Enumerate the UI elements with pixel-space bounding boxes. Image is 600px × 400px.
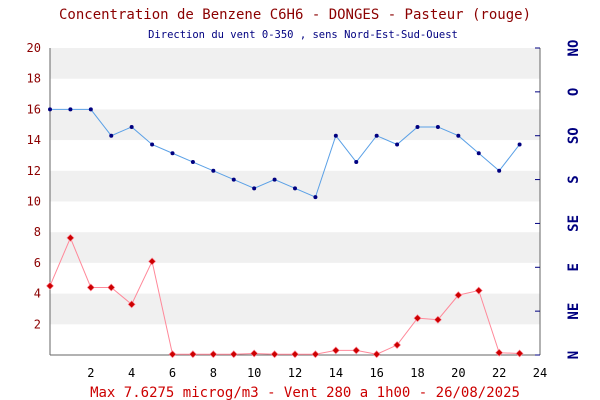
x-tick-label: 6 <box>169 366 176 380</box>
x-tick-label: 12 <box>288 366 302 380</box>
wind-tick-label: S <box>566 175 582 183</box>
wind-tick-label: N <box>566 351 582 359</box>
wind-point <box>476 151 481 156</box>
x-tick-label: 22 <box>492 366 506 380</box>
wind-direction-line <box>50 108 520 198</box>
benzene-point <box>86 283 95 292</box>
grid-band <box>50 48 540 79</box>
wind-point <box>497 168 502 173</box>
wind-point <box>252 186 257 191</box>
wind-point <box>517 142 522 147</box>
wind-tick-label: SO <box>566 127 582 144</box>
x-tick-label: 14 <box>329 366 343 380</box>
wind-point <box>395 142 400 147</box>
wind-point <box>231 177 236 182</box>
benzene-point <box>393 341 402 349</box>
benzene-point <box>148 257 157 266</box>
wind-point <box>170 151 175 156</box>
y-tick-label: 4 <box>34 287 41 301</box>
x-tick-label: 10 <box>247 366 261 380</box>
wind-point <box>313 195 318 200</box>
grid-band <box>50 109 540 141</box>
benzene-point <box>352 346 361 355</box>
benzene-point <box>250 349 259 358</box>
x-tick-label: 16 <box>369 366 383 380</box>
y-tick-label: 6 <box>34 256 41 270</box>
wind-tick-label: NE <box>566 303 582 320</box>
benzene-point <box>372 350 381 359</box>
y-tick-label: 20 <box>27 41 41 55</box>
wind-point <box>333 133 338 138</box>
chart-title: Concentration de Benzene C6H6 - DONGES -… <box>59 7 531 23</box>
benzene-point <box>474 286 483 295</box>
x-tick-label: 20 <box>451 366 465 380</box>
wind-point <box>150 142 155 147</box>
y-tick-label: 10 <box>27 195 41 209</box>
x-tick-label: 24 <box>533 366 547 380</box>
benzene-point <box>331 346 340 355</box>
benzene-point <box>188 350 197 359</box>
wind-point <box>293 186 297 191</box>
wind-point <box>211 168 216 173</box>
wind-point <box>374 133 379 138</box>
wind-point <box>415 124 420 129</box>
wind-point <box>435 124 440 129</box>
benzene-point <box>270 350 279 359</box>
benzene-point <box>229 350 238 359</box>
benzene-point <box>433 315 442 324</box>
y-tick-label: 14 <box>27 133 41 147</box>
grid-band <box>50 232 540 263</box>
wind-tick-label: SE <box>566 215 582 232</box>
benzene-point <box>515 349 524 358</box>
y-tick-label: 2 <box>34 317 41 331</box>
wind-tick-label: E <box>566 263 582 271</box>
benzene-point <box>413 314 422 323</box>
wind-point <box>190 160 195 165</box>
series-lines <box>49 108 520 355</box>
wind-point <box>48 107 52 112</box>
benzene-point <box>311 350 320 359</box>
y-tick-label: 12 <box>27 164 41 178</box>
y-tick-label: 18 <box>27 72 41 86</box>
wind-point <box>354 160 359 165</box>
wind-point <box>129 124 134 129</box>
x-axis-ticks: 2 4 6 8 10 12 14 16 18 20 22 24 <box>87 366 547 380</box>
x-tick-label: 18 <box>410 366 424 380</box>
benzene-point <box>66 233 75 242</box>
benzene-point <box>209 350 218 359</box>
x-tick-label: 4 <box>128 366 135 380</box>
series-markers <box>46 107 524 359</box>
wind-point <box>456 133 461 138</box>
wind-tick-label: NO <box>566 40 582 57</box>
y-tick-label: 8 <box>34 225 41 239</box>
x-tick-label: 2 <box>87 366 94 380</box>
chart-subtitle: Direction du vent 0-350 , sens Nord-Est-… <box>148 29 458 41</box>
benzene-point <box>291 350 299 359</box>
y-tick-label: 16 <box>27 102 41 116</box>
benzene-point <box>46 282 54 290</box>
grid-bands <box>50 48 540 325</box>
chart-footer: Max 7.6275 microg/m3 - Vent 280 a 1h00 -… <box>90 385 520 400</box>
y-axis-ticks: 2 4 6 8 10 12 14 16 18 20 <box>27 41 41 331</box>
benzene-point <box>168 350 177 359</box>
wind-tick-label: O <box>566 88 582 96</box>
benzene-point <box>107 283 116 292</box>
wind-direction-ticks: N NE E SE S SO O NO <box>535 40 582 359</box>
benzene-line <box>49 236 520 355</box>
wind-point <box>88 107 93 112</box>
benzene-point <box>127 300 136 309</box>
x-tick-label: 8 <box>210 366 217 380</box>
grid-band <box>50 170 540 202</box>
wind-point <box>68 107 73 112</box>
wind-point <box>109 133 114 138</box>
wind-point <box>272 177 277 182</box>
benzene-point <box>495 348 504 357</box>
benzene-point <box>454 291 463 300</box>
